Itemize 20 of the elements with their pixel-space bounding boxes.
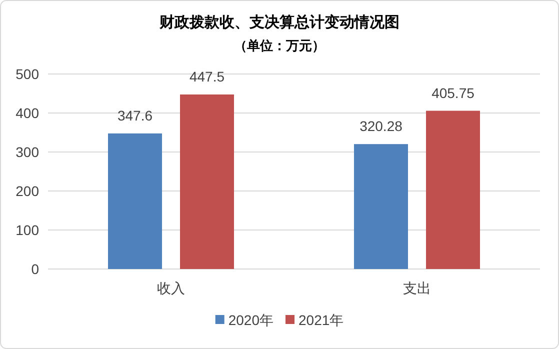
data-label: 347.6 <box>117 107 153 124</box>
data-label: 405.75 <box>432 84 475 101</box>
y-tick-label: 0 <box>31 261 40 277</box>
y-tick-label: 500 <box>16 66 40 82</box>
x-tick-label: 收入 <box>157 280 185 296</box>
bar <box>180 94 234 269</box>
y-tick-label: 300 <box>16 144 40 160</box>
y-tick-label: 400 <box>16 105 40 121</box>
data-label: 447.5 <box>189 68 225 84</box>
bar <box>426 110 480 269</box>
chart-subtitle: （单位：万元） <box>234 38 325 53</box>
legend-label: 2020年 <box>228 312 274 328</box>
bar <box>108 133 162 269</box>
bar <box>354 144 408 269</box>
data-label: 320.28 <box>360 118 403 134</box>
chart-title: 财政拨款收、支决算总计变动情况图 <box>158 13 400 31</box>
legend-label: 2021年 <box>298 312 344 328</box>
y-tick-label: 100 <box>16 222 40 238</box>
y-tick-label: 200 <box>16 183 40 199</box>
x-tick-label: 支出 <box>403 280 431 296</box>
